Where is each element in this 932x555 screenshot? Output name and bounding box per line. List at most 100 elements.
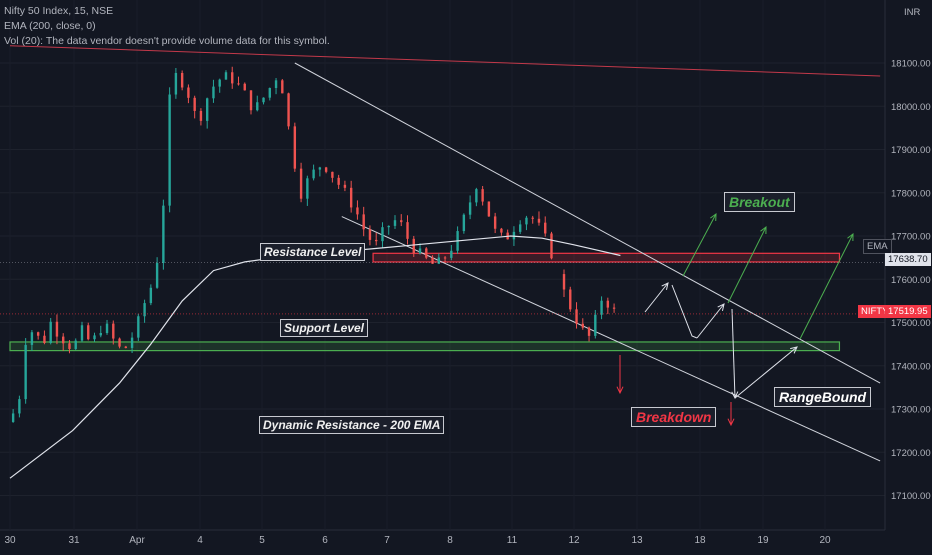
y-tick-label: 18100.00 (891, 59, 931, 70)
candle-body (418, 248, 422, 254)
candle-body (600, 300, 603, 315)
x-tick-label: 31 (68, 535, 80, 546)
ema-price-tag: EMA (863, 239, 892, 254)
projection-down-1 (671, 284, 698, 339)
candle-body (237, 83, 240, 85)
ema-indicator-legend[interactable]: EMA (200, close, 0) (4, 20, 96, 32)
breakdown-label: Breakdown (631, 407, 717, 427)
y-tick-label: 18000.00 (891, 102, 931, 113)
candle-body (512, 231, 516, 240)
y-tick-label: 17300.00 (891, 405, 931, 416)
candle-body (68, 343, 71, 349)
candle-body (168, 94, 171, 206)
lower-channel-line (341, 216, 881, 462)
breakout-label: Breakout (724, 192, 795, 212)
candle-body (462, 214, 466, 232)
candle-body (312, 169, 315, 179)
candle-body (180, 72, 184, 88)
x-tick-label: 8 (447, 535, 453, 546)
x-tick-label: 19 (757, 535, 769, 546)
candle-body (450, 250, 453, 258)
projection-up-1 (644, 282, 669, 313)
candle-body (287, 93, 290, 127)
candle-body (112, 323, 115, 339)
breakout-arrow-1-head (710, 212, 717, 222)
breakout-arrow-2 (727, 226, 767, 304)
candle-body (569, 289, 572, 310)
nifty-price-tag: NIFTY (858, 305, 892, 318)
breakout-arrow-3 (799, 233, 854, 340)
candle-body (594, 314, 597, 336)
candle-body (475, 189, 478, 203)
volume-indicator-legend[interactable]: Vol (20): The data vendor doesn't provid… (4, 35, 330, 47)
projection-up-1-head (661, 282, 669, 290)
x-tick-label: 18 (694, 535, 706, 546)
candle-body (606, 300, 610, 308)
candle-body (437, 257, 441, 264)
candle-body (43, 335, 46, 344)
projection-up-3 (734, 346, 798, 399)
y-tick-label: 17700.00 (891, 232, 931, 243)
candle-body (343, 184, 347, 188)
candle-body (431, 257, 434, 264)
candle-body (537, 218, 541, 223)
currency-label: INR (904, 7, 921, 18)
x-tick-label: 7 (384, 535, 390, 546)
candle-body (581, 323, 584, 328)
candle-body (124, 346, 128, 348)
candle-body (118, 338, 121, 347)
projection-up-3-head (790, 346, 798, 354)
candle-body (324, 167, 328, 172)
y-tick-label: 17900.00 (891, 145, 931, 156)
candle-body (105, 323, 109, 333)
candle-body (375, 239, 378, 242)
x-tick-label: 13 (631, 535, 643, 546)
candle-body (481, 189, 484, 202)
candle-body (299, 168, 303, 199)
candle-body (487, 201, 491, 217)
x-tick-label: 20 (819, 535, 831, 546)
candle-body (224, 72, 228, 80)
candle-body (274, 80, 278, 89)
candle-body (199, 110, 203, 121)
top-descending-line (9, 45, 881, 77)
x-tick-label: 12 (568, 535, 580, 546)
candle-body (218, 79, 221, 87)
candle-body (187, 87, 190, 98)
candle-body (143, 303, 146, 317)
candle-body (406, 222, 409, 239)
candle-body (137, 316, 140, 338)
candle-body (99, 332, 102, 336)
candle-body (387, 225, 390, 228)
candle-body (74, 340, 77, 349)
candle-body (550, 233, 553, 259)
candle-body (87, 325, 90, 340)
x-tick-label: 11 (507, 535, 518, 546)
projection-up-2-head (717, 303, 725, 311)
candle-body (381, 227, 384, 242)
candle-body (356, 207, 359, 215)
x-tick-label: 5 (259, 535, 265, 546)
y-tick-label: 17600.00 (891, 275, 931, 286)
breakdown-arrow-2-head (727, 418, 735, 427)
candle-body (174, 72, 178, 95)
x-tick-label: 30 (4, 535, 16, 546)
candle-body (393, 220, 397, 226)
candle-body (281, 80, 284, 94)
candle-body (500, 228, 503, 233)
support-level-label: Support Level (280, 319, 369, 337)
y-tick-label: 17100.00 (891, 491, 931, 502)
ema200-line (9, 235, 621, 479)
candle-body (425, 248, 428, 258)
candle-body (30, 332, 34, 345)
candle-body (531, 217, 534, 219)
rangebound-label: RangeBound (774, 387, 872, 407)
candle-body (155, 262, 159, 288)
y-tick-label: 17200.00 (891, 448, 931, 459)
candle-body (130, 337, 134, 348)
candle-body (293, 126, 297, 169)
support-zone (9, 341, 841, 352)
candle-body (562, 274, 566, 290)
